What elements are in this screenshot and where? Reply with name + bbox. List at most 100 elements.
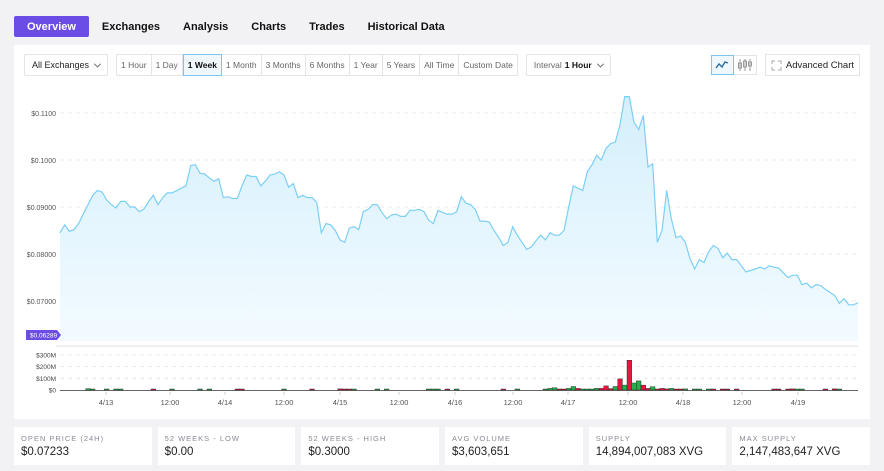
volume-bar [617, 378, 623, 391]
tab-charts[interactable]: Charts [251, 20, 287, 33]
svg-text:$100M: $100M [36, 376, 56, 383]
stats-row: Open Price (24H) $0.07233 52 Weeks - Low… [14, 427, 871, 465]
x-axis-label: 12:00 [619, 398, 638, 407]
range-5-years[interactable]: 5 Years [383, 55, 421, 75]
line-chart-icon [715, 61, 729, 69]
range-1-year[interactable]: 1 Year [350, 55, 383, 75]
volume-bar [734, 388, 740, 391]
main-tabs: Overview Exchanges Analysis Charts Trade… [14, 16, 458, 37]
stat-value: $0.07233 [21, 446, 69, 458]
x-axis-label: 4/13 [99, 398, 114, 407]
price-line [59, 96, 859, 306]
svg-text:$0.06289: $0.06289 [30, 333, 57, 340]
tab-exchanges[interactable]: Exchanges [101, 20, 161, 33]
volume-bar [118, 388, 124, 391]
volume-bar [678, 388, 684, 391]
volume-bar [346, 388, 352, 391]
range-custom-date[interactable]: Custom Date [463, 60, 513, 70]
stat-value: $0.00 [164, 446, 194, 458]
chart-toolbar: All Exchanges 1 Hour 1 Day 1 Week 1 Mont… [24, 54, 860, 76]
range-6-months[interactable]: 6 Months [306, 55, 350, 75]
volume-bar [584, 388, 590, 391]
price-chart[interactable]: $0.1100 $0.1000 $0.09000 $0.08000 $0.07000 $0… [14, 45, 870, 419]
tab-historical-data[interactable]: Historical Data [367, 20, 445, 33]
volume-bar [608, 388, 614, 391]
volume-bar [776, 388, 782, 391]
volume-bar [239, 388, 245, 391]
volume-bar [832, 388, 838, 391]
stat-value: 2,147,483,647 XVG [739, 446, 841, 458]
volume-bar [790, 388, 796, 391]
stat-max-supply: Max Supply 2,147,483,647 XVG [732, 427, 871, 465]
time-range-group: 1 Hour 1 Day 1 Week 1 Month 3 Months 6 M… [116, 54, 518, 76]
tab-overview[interactable]: Overview [14, 16, 89, 37]
volume-bar [342, 388, 348, 391]
interval-label: Interval [533, 60, 562, 70]
range-3-months[interactable]: 3 Months [262, 55, 306, 75]
stat-label: Avg Volume [452, 434, 512, 443]
candlestick-icon [737, 59, 752, 71]
range-all-time[interactable]: All Time [420, 55, 460, 75]
volume-bar [570, 386, 576, 391]
range-1-week[interactable]: 1 Week [182, 54, 222, 76]
svg-text:$200M: $200M [36, 364, 56, 371]
volume-bar [794, 388, 800, 391]
volume-bar [351, 388, 357, 391]
volume-bar [622, 384, 628, 391]
line-chart-button[interactable] [710, 55, 734, 75]
x-axis-label: 4/15 [333, 398, 348, 407]
volume-bar [197, 388, 203, 391]
volume-bar [696, 388, 702, 391]
volume-bar [435, 388, 441, 391]
x-axis-label: 4/14 [218, 398, 233, 407]
volume-bar [706, 388, 712, 391]
x-axis-label: 12:00 [275, 398, 294, 407]
volume-bar [430, 388, 436, 391]
volume-bar [589, 388, 595, 391]
chart-panel: $0.1100 $0.1000 $0.09000 $0.08000 $0.07000 $0… [14, 45, 870, 419]
advanced-chart-button[interactable]: Advanced Chart [764, 54, 860, 76]
x-axis-label: 12:00 [390, 398, 409, 407]
interval-select[interactable]: Interval 1 Hour [525, 54, 611, 76]
current-price-tag [26, 330, 61, 340]
stat-open-price: Open Price (24H) $0.07233 [14, 427, 152, 465]
volume-bar [785, 388, 791, 391]
volume-bar [720, 388, 726, 391]
volume-bar [799, 388, 805, 391]
volume-bar [710, 388, 716, 391]
volume-bar [206, 388, 212, 391]
volume-bar [281, 388, 287, 391]
stat-label: Supply [595, 434, 631, 443]
volume-bar [631, 382, 637, 391]
stat-label: 52 Weeks - Low [164, 434, 240, 443]
tab-analysis[interactable]: Analysis [183, 20, 229, 33]
tab-trades[interactable]: Trades [309, 20, 345, 33]
volume-bar [575, 388, 581, 391]
exchange-select[interactable]: All Exchanges [24, 54, 109, 76]
interval-value: 1 Hour [564, 60, 592, 70]
volume-bar [552, 387, 558, 391]
chevron-down-icon [94, 60, 102, 68]
volume-bar [556, 388, 562, 391]
range-1-month[interactable]: 1 Month [222, 55, 262, 75]
volume-bar [444, 388, 450, 391]
candlestick-chart-button[interactable] [733, 55, 757, 75]
y-axis-label: $0.1100 [31, 111, 56, 118]
advanced-chart-label: Advanced Chart [785, 59, 854, 71]
volume-bar [514, 388, 520, 391]
y-axis-label: $0.07000 [27, 299, 56, 306]
stat-52w-low: 52 Weeks - Low $0.00 [157, 427, 296, 465]
exchange-select-value: All Exchanges [32, 60, 90, 70]
range-1-day[interactable]: 1 Day [152, 55, 183, 75]
volume-bar [626, 360, 632, 391]
volume-bar [822, 388, 828, 391]
volume-bar [561, 388, 567, 391]
stat-supply: Supply 14,894,007,083 XVG [588, 427, 727, 465]
range-1-hour[interactable]: 1 Hour [117, 55, 152, 75]
volume-bar [542, 388, 548, 391]
volume-bar [668, 388, 674, 391]
volume-bar [169, 388, 175, 391]
volume-bar [580, 388, 586, 391]
x-axis-label: 4/17 [561, 398, 576, 407]
stat-value: $0.3000 [308, 446, 350, 458]
